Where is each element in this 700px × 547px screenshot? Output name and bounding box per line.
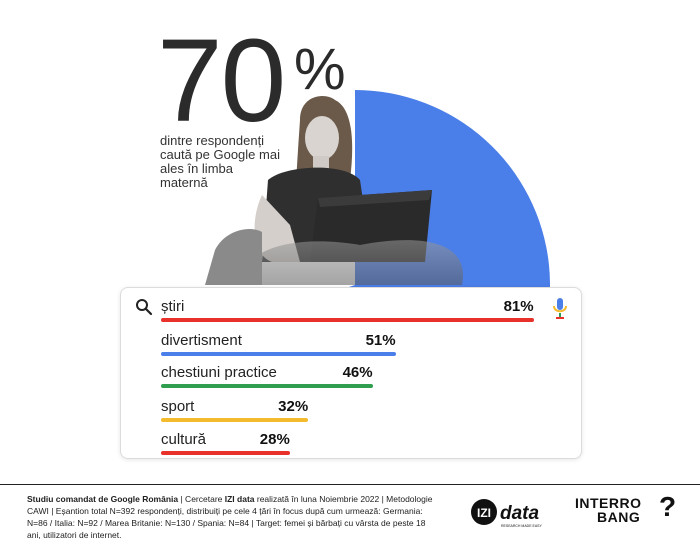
headline-percent-sign: %	[294, 37, 346, 102]
bar	[161, 352, 396, 356]
bar-row-3: sport 32%	[161, 392, 309, 422]
bar-value-label: 51%	[365, 332, 396, 349]
interrobang-mark: ?	[659, 491, 677, 522]
headline-description: dintre respondenți caută pe Google mai a…	[160, 133, 280, 190]
izi-logo-tagline: RESEARCH MADE EASY	[501, 524, 543, 528]
bar	[161, 318, 534, 322]
izi-logo-mark: IZI	[477, 506, 491, 520]
bar-label: știri	[161, 298, 185, 315]
izi-logo-word: data	[500, 503, 540, 524]
bar-row-1: divertisment 51%	[161, 326, 396, 356]
footer-sponsor: Studiu comandat de Google România	[27, 494, 179, 504]
bar-row-2: chestiuni practice 46%	[161, 358, 373, 388]
bar-label: divertisment	[161, 332, 242, 349]
bar-row-0: știri 81%	[161, 292, 534, 322]
bar-row-4: cultură 28%	[161, 425, 290, 455]
bar	[161, 451, 290, 455]
search-icon	[136, 299, 153, 316]
bar-value-label: 46%	[342, 364, 373, 381]
bar-value-label: 81%	[503, 298, 534, 315]
bar-value-label: 32%	[278, 398, 309, 415]
footer-details: realizată în luna Noiembrie 2022 | Metod…	[27, 494, 433, 540]
izi-data-logo: IZI data RESEARCH MADE EASY	[471, 499, 543, 528]
bar	[161, 418, 309, 422]
footer-divider	[0, 484, 700, 485]
headline-number: 70	[157, 15, 286, 147]
bar	[161, 384, 373, 388]
interrobang-line1: INTERRO	[575, 495, 642, 511]
bar-value-label: 28%	[259, 431, 290, 448]
footer-research-company: IZI data	[224, 494, 255, 504]
footer-research-prefix: | Cercetare	[178, 494, 225, 504]
microphone-icon	[553, 298, 567, 319]
bar-label: chestiuni practice	[161, 364, 277, 381]
search-box: știri 81% divertisment 51% chestiuni practic…	[120, 287, 582, 459]
woman-with-laptop-photo	[205, 96, 464, 285]
interrobang-logo: INTERRO BANG ?	[575, 493, 676, 525]
bar-label: sport	[161, 398, 195, 415]
interrobang-line2: BANG	[597, 509, 641, 525]
footer-methodology: Studiu comandat de Google România | Cerc…	[27, 493, 437, 541]
bar-label: cultură	[161, 431, 207, 448]
